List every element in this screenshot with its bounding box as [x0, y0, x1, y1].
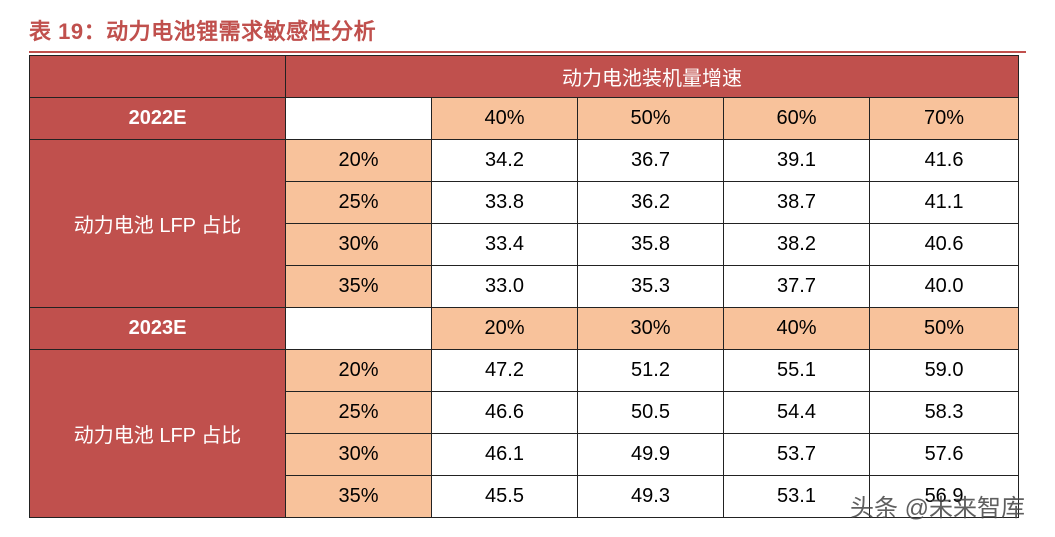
value-cell: 55.1	[723, 349, 870, 392]
row-group-label: 动力电池 LFP 占比	[29, 349, 286, 518]
value-cell: 54.4	[723, 391, 870, 434]
table-row: 25% 33.8 36.2 38.7 41.1	[30, 181, 1020, 224]
table-row: 动力电池 LFP 占比 20% 34.2 36.7 39.1 41.6	[29, 139, 1020, 308]
table-row: 25% 46.6 50.5 54.4 58.3	[30, 391, 1020, 434]
table-row: 30% 33.4 35.8 38.2 40.6	[30, 223, 1020, 266]
value-cell: 57.6	[868, 433, 1020, 476]
value-cell: 59.0	[868, 349, 1020, 392]
value-cell: 34.2	[431, 139, 578, 182]
value-cell: 33.0	[431, 265, 578, 308]
value-cell: 38.2	[723, 223, 870, 266]
value-cell: 53.7	[723, 433, 870, 476]
value-cell: 46.6	[431, 391, 578, 434]
sensitivity-table: 动力电池装机量增速 2022E 40% 50% 60% 70% 动力电池 LFP…	[29, 55, 1020, 518]
header-row: 动力电池装机量增速	[29, 55, 1020, 98]
corner-cell	[29, 55, 286, 98]
growth-rate-cell: 70%	[868, 97, 1020, 140]
title-divider	[29, 51, 1026, 53]
growth-rate-cell: 30%	[577, 307, 724, 350]
value-cell: 40.0	[868, 265, 1020, 308]
value-cell: 51.2	[577, 349, 724, 392]
growth-rate-cell: 60%	[723, 97, 870, 140]
share-cell: 30%	[285, 433, 432, 476]
value-cell: 35.3	[577, 265, 724, 308]
value-cell: 35.8	[577, 223, 724, 266]
year-label: 2022E	[29, 97, 286, 140]
value-cell: 58.3	[868, 391, 1020, 434]
year-row: 2023E 20% 30% 40% 50%	[29, 307, 1020, 350]
share-cell: 35%	[285, 265, 432, 308]
table-row: 35% 45.5 49.3 53.1 56.9	[30, 475, 1020, 518]
share-cell: 20%	[285, 139, 432, 182]
share-cell: 20%	[285, 349, 432, 392]
blank-cell	[285, 97, 432, 140]
value-cell: 56.9	[868, 475, 1020, 518]
table-title: 表 19：动力电池锂需求敏感性分析	[29, 19, 377, 44]
growth-rate-cell: 20%	[431, 307, 578, 350]
value-cell: 47.2	[431, 349, 578, 392]
value-cell: 49.9	[577, 433, 724, 476]
value-cell: 33.4	[431, 223, 578, 266]
value-cell: 40.6	[868, 223, 1020, 266]
value-cell: 36.7	[577, 139, 724, 182]
value-cell: 38.7	[723, 181, 870, 224]
value-cell: 50.5	[577, 391, 724, 434]
share-cell: 25%	[285, 181, 432, 224]
value-cell: 41.6	[868, 139, 1020, 182]
year-row: 2022E 40% 50% 60% 70%	[29, 97, 1020, 140]
growth-rate-cell: 50%	[577, 97, 724, 140]
row-group-label: 动力电池 LFP 占比	[29, 139, 286, 308]
share-cell: 35%	[285, 475, 432, 518]
value-cell: 45.5	[431, 475, 578, 518]
growth-header: 动力电池装机量增速	[284, 55, 1020, 98]
year-label: 2023E	[29, 307, 286, 350]
blank-cell	[285, 307, 432, 350]
value-cell: 36.2	[577, 181, 724, 224]
table-row: 30% 46.1 49.9 53.7 57.6	[30, 433, 1020, 476]
value-cell: 53.1	[723, 475, 870, 518]
watermark: 头条 @未来智库	[850, 495, 1026, 522]
table-row: 35% 33.0 35.3 37.7 40.0	[30, 265, 1020, 308]
value-cell: 49.3	[577, 475, 724, 518]
growth-rate-cell: 40%	[431, 97, 578, 140]
value-cell: 46.1	[431, 433, 578, 476]
value-cell: 39.1	[723, 139, 870, 182]
table-row: 动力电池 LFP 占比 20% 47.2 51.2 55.1 59.0	[29, 349, 1020, 518]
value-cell: 33.8	[431, 181, 578, 224]
share-cell: 25%	[285, 391, 432, 434]
growth-rate-cell: 40%	[723, 307, 870, 350]
growth-rate-cell: 50%	[868, 307, 1020, 350]
share-cell: 30%	[285, 223, 432, 266]
value-cell: 37.7	[723, 265, 870, 308]
value-cell: 41.1	[868, 181, 1020, 224]
